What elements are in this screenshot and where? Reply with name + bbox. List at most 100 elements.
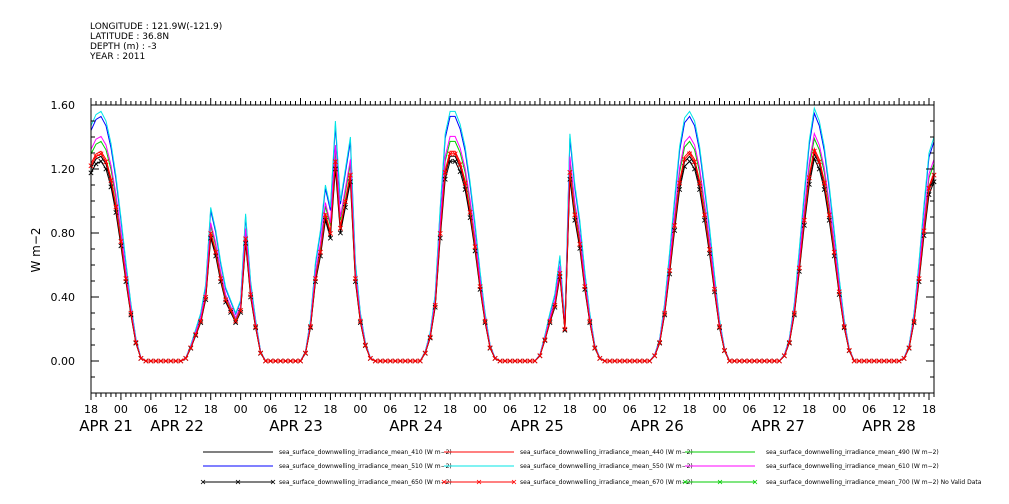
x-tick-label: 06 <box>862 403 876 416</box>
series-marker <box>886 358 892 364</box>
series-marker <box>422 350 428 356</box>
series-marker <box>512 358 518 364</box>
series-line <box>90 106 935 362</box>
series-marker <box>826 212 832 218</box>
plot-frame <box>90 104 935 394</box>
series-marker <box>487 345 493 351</box>
series-marker <box>497 358 503 364</box>
x-tick-label: 18 <box>802 403 816 416</box>
series-marker <box>896 358 902 364</box>
series-marker <box>672 223 678 229</box>
series-marker <box>712 286 718 292</box>
series-marker <box>118 238 124 244</box>
series-marker <box>736 358 742 364</box>
series-marker <box>322 212 328 218</box>
series-marker <box>462 180 468 186</box>
series-marker <box>607 358 613 364</box>
series-marker <box>382 358 388 364</box>
series-marker <box>193 331 199 337</box>
series-marker <box>517 358 523 364</box>
series-marker <box>253 323 259 329</box>
series-marker <box>682 156 688 162</box>
x-tick-label: 18 <box>922 403 936 416</box>
series-marker <box>407 358 413 364</box>
series-marker <box>148 358 154 364</box>
series-marker <box>118 243 124 249</box>
series-marker <box>283 358 289 364</box>
legend: sea_surface_downwelling_irradiance_mean_… <box>200 449 982 486</box>
series-marker <box>881 358 887 364</box>
series-marker <box>716 323 723 329</box>
y-axis-label: W m−2 <box>29 227 43 272</box>
date-label: APR 25 <box>510 417 564 435</box>
series-marker <box>721 347 728 353</box>
series-marker <box>173 358 179 364</box>
x-tick-label: 06 <box>742 403 756 416</box>
series-marker <box>826 217 832 223</box>
series-marker <box>178 358 184 364</box>
series-marker <box>98 151 104 157</box>
series-marker <box>442 169 448 175</box>
legend-label: sea_surface_downwelling_irradiance_mean_… <box>279 463 452 470</box>
series-marker <box>288 358 294 364</box>
legend-marker <box>476 479 482 485</box>
series-marker <box>128 310 134 316</box>
series-marker <box>442 176 448 182</box>
x-tick-label: 12 <box>772 403 786 416</box>
series-marker <box>901 355 907 361</box>
series-marker <box>831 249 837 255</box>
series-marker <box>93 161 99 167</box>
date-label: APR 28 <box>862 417 916 435</box>
series-marker <box>597 355 603 361</box>
series-marker <box>617 358 623 364</box>
series-marker <box>138 355 144 361</box>
series-marker <box>537 353 543 359</box>
legend-label: sea_surface_downwelling_irradiance_mean_… <box>279 479 452 486</box>
series-marker <box>582 284 588 290</box>
date-label: APR 22 <box>150 417 204 435</box>
series-marker <box>667 268 673 274</box>
series-marker <box>642 358 648 364</box>
series-marker <box>357 318 363 324</box>
series-marker <box>427 334 433 340</box>
series-marker <box>911 318 917 324</box>
series-marker <box>662 310 668 316</box>
x-tick-label: 18 <box>84 403 98 416</box>
x-tick-label: 00 <box>114 403 128 416</box>
y-tick-label: 0.00 <box>51 355 76 368</box>
series-marker <box>916 276 922 282</box>
x-tick-label: 18 <box>443 403 457 416</box>
series-marker <box>437 230 443 237</box>
x-tick-label: 18 <box>204 403 218 416</box>
series-marker <box>921 228 927 234</box>
series-marker <box>791 310 797 316</box>
series-marker <box>851 358 857 364</box>
x-tick-label: 00 <box>473 403 487 416</box>
longitude-text: LONGITUDE : 121.9W(-121.9) <box>90 22 223 32</box>
series-marker <box>482 318 488 324</box>
x-tick-label: 06 <box>264 403 278 416</box>
series-marker <box>268 358 274 364</box>
series-marker <box>332 166 338 172</box>
series-marker <box>168 358 174 364</box>
series-marker <box>532 358 538 364</box>
series-marker <box>352 276 358 282</box>
series-marker <box>143 358 149 364</box>
series-marker <box>397 358 403 364</box>
series-marker <box>567 169 573 175</box>
series-marker <box>447 151 453 157</box>
series-marker <box>592 345 598 351</box>
series-marker <box>332 159 338 165</box>
series-marker <box>657 339 663 345</box>
series-marker <box>841 323 847 329</box>
series-marker <box>771 358 777 364</box>
series-marker <box>906 345 912 351</box>
x-tick-label: 18 <box>563 403 577 416</box>
series-marker <box>751 358 757 364</box>
date-label: APR 23 <box>269 417 323 435</box>
series-marker <box>856 358 862 364</box>
series-marker <box>213 249 219 255</box>
series-marker <box>647 358 653 364</box>
legend-marker <box>200 479 206 485</box>
series-marker <box>387 358 393 364</box>
